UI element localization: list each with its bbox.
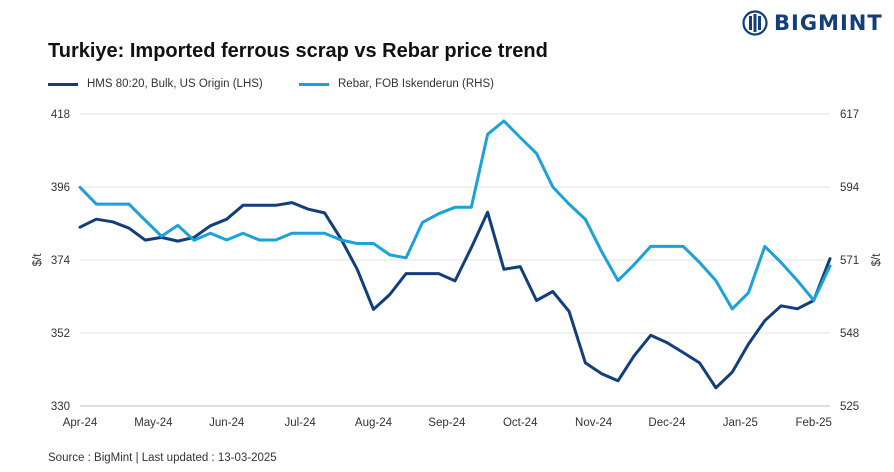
gridlines (80, 113, 830, 407)
x-tick-label: Jan-25 (723, 417, 758, 429)
y-tick-label-right: 525 (840, 401, 859, 413)
x-tick-label: Nov-24 (575, 417, 613, 429)
series-lines (78, 119, 832, 390)
y-axis-right: 617 594 571 548 525 (840, 109, 860, 413)
x-axis: Apr-24 May-24 Jun-24 Jul-24 Aug-24 Sep-24 Oct-… (63, 417, 832, 429)
legend-item-rebar: Rebar, FOB Iskenderun (RHS) (299, 78, 494, 90)
y-axis-left: 418 396 374 352 330 (51, 109, 71, 413)
series-line-hms (78, 201, 832, 390)
y-tick-label-right: 594 (840, 182, 860, 194)
y-tick-label-left: 330 (51, 401, 70, 413)
y-tick-label-right: 571 (840, 255, 859, 267)
y-tick-label-left: 374 (51, 255, 71, 267)
legend-label-hms: HMS 80:20, Bulk, US Origin (LHS) (87, 78, 263, 90)
y-tick-label-left: 352 (51, 328, 70, 340)
x-tick-label: May-24 (134, 417, 173, 429)
bigmint-logo: BIGMINT (742, 10, 883, 36)
legend-swatch-rebar (299, 82, 329, 86)
y-tick-label-left: 418 (51, 109, 70, 121)
legend-label-rebar: Rebar, FOB Iskenderun (RHS) (338, 78, 494, 90)
x-tick-label: Aug-24 (355, 417, 393, 429)
x-tick-label: Apr-24 (63, 417, 98, 429)
y-axis-label-right: $/t (871, 253, 883, 267)
x-tick-label: Dec-24 (648, 417, 686, 429)
y-tick-label-right: 548 (840, 328, 859, 340)
x-tick-label: Oct-24 (503, 417, 538, 429)
x-tick-label: Feb-25 (795, 417, 831, 429)
x-tick-label: Jun-24 (209, 417, 245, 429)
y-axis-label-left: $/t (32, 253, 44, 267)
legend: HMS 80:20, Bulk, US Origin (LHS) Rebar, … (48, 78, 748, 94)
x-tick-label: Sep-24 (428, 417, 466, 429)
line-chart: 418 396 374 352 330 617 594 571 548 525 Apr-24 Ma… (32, 109, 883, 429)
x-tick-label: Jul-24 (284, 417, 316, 429)
y-tick-label-right: 617 (840, 109, 859, 121)
y-tick-label-left: 396 (51, 182, 70, 194)
brand-name: BIGMINT (774, 11, 883, 35)
chart-title: Turkiye: Imported ferrous scrap vs Rebar… (48, 40, 548, 62)
source-note: Source : BigMint | Last updated : 13-03-… (48, 452, 277, 464)
series-line-rebar (78, 119, 832, 311)
legend-swatch-hms (48, 82, 78, 86)
legend-item-hms: HMS 80:20, Bulk, US Origin (LHS) (48, 78, 263, 90)
globe-icon (742, 10, 768, 36)
